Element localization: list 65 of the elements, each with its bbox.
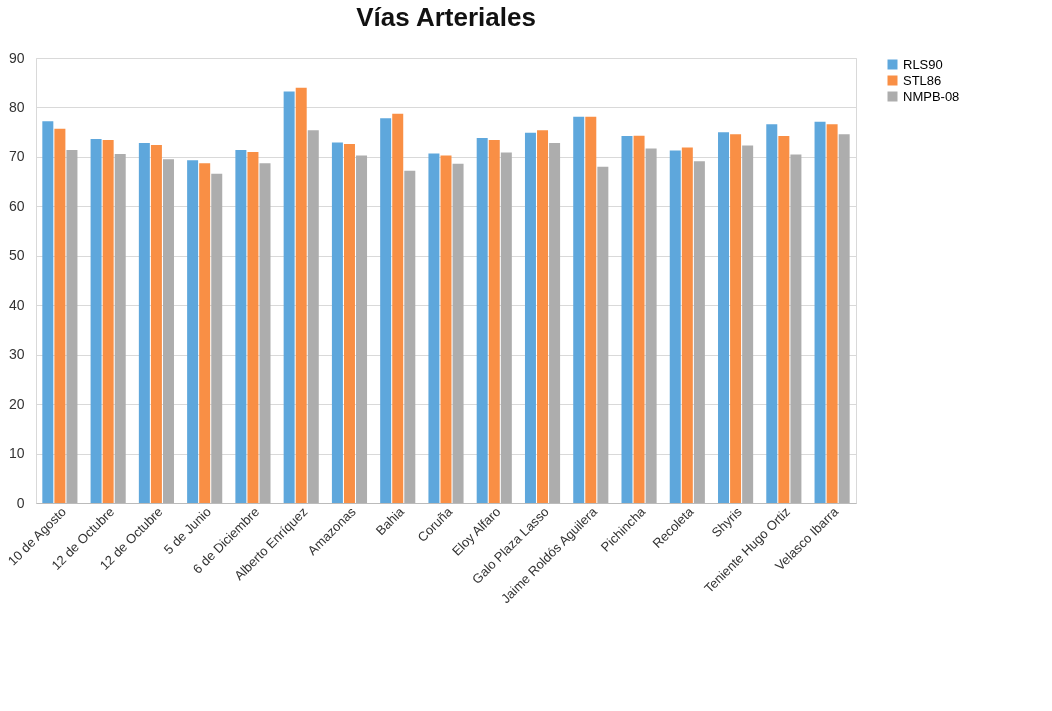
bar (681, 147, 693, 503)
bar (54, 128, 66, 503)
y-tick-label: 30 (8, 346, 25, 363)
bar (428, 153, 440, 503)
bar (235, 149, 247, 503)
y-tick-label: 10 (8, 445, 25, 462)
y-tick-label: 60 (8, 197, 25, 214)
bar (295, 87, 307, 503)
bar (766, 124, 778, 503)
y-tick-label: 20 (8, 395, 25, 412)
bar (404, 170, 416, 503)
bar (356, 155, 368, 503)
bar (597, 166, 609, 503)
bar (524, 132, 536, 503)
y-tick-label: 90 (8, 49, 25, 66)
bar (42, 121, 54, 503)
y-tick-label: 70 (8, 148, 25, 165)
y-tick-label: 50 (8, 247, 25, 264)
bar (392, 113, 404, 503)
bar (573, 116, 585, 503)
bar (283, 91, 295, 503)
bar (669, 150, 681, 503)
bar (90, 139, 102, 503)
legend-label: STL86 (903, 72, 942, 88)
bar (621, 136, 633, 503)
bar (331, 142, 343, 503)
bar (838, 134, 850, 503)
bar (66, 149, 78, 503)
y-tick-label: 80 (8, 98, 25, 115)
bar (488, 140, 500, 503)
bar (645, 148, 657, 503)
bar (633, 135, 645, 503)
bar (742, 145, 754, 503)
bar (537, 130, 549, 503)
bar (150, 145, 162, 503)
y-tick-label: 40 (8, 296, 25, 313)
legend-label: RLS90 (903, 56, 943, 72)
bar (307, 130, 319, 503)
bar (730, 134, 742, 503)
bar (114, 153, 126, 503)
bar (790, 154, 802, 503)
bar (452, 163, 464, 503)
bar (162, 159, 174, 503)
legend-label: NMPB-08 (903, 88, 960, 104)
bar (814, 121, 826, 503)
bar (343, 144, 355, 503)
bar (585, 116, 597, 503)
bar (500, 152, 512, 503)
bar (211, 173, 223, 503)
chart-title: Vías Arteriales (356, 2, 536, 32)
bar (718, 132, 730, 503)
bar (778, 136, 790, 503)
bar (187, 160, 199, 503)
bar (102, 140, 114, 503)
bar (440, 155, 452, 503)
bar (247, 151, 259, 503)
bar (259, 163, 271, 503)
bar (826, 124, 838, 503)
bar (693, 161, 705, 503)
y-tick-label: 0 (16, 494, 25, 511)
bar (138, 143, 150, 503)
bar (476, 138, 488, 503)
bar (549, 143, 561, 503)
bar (199, 163, 211, 503)
bar (380, 118, 392, 503)
